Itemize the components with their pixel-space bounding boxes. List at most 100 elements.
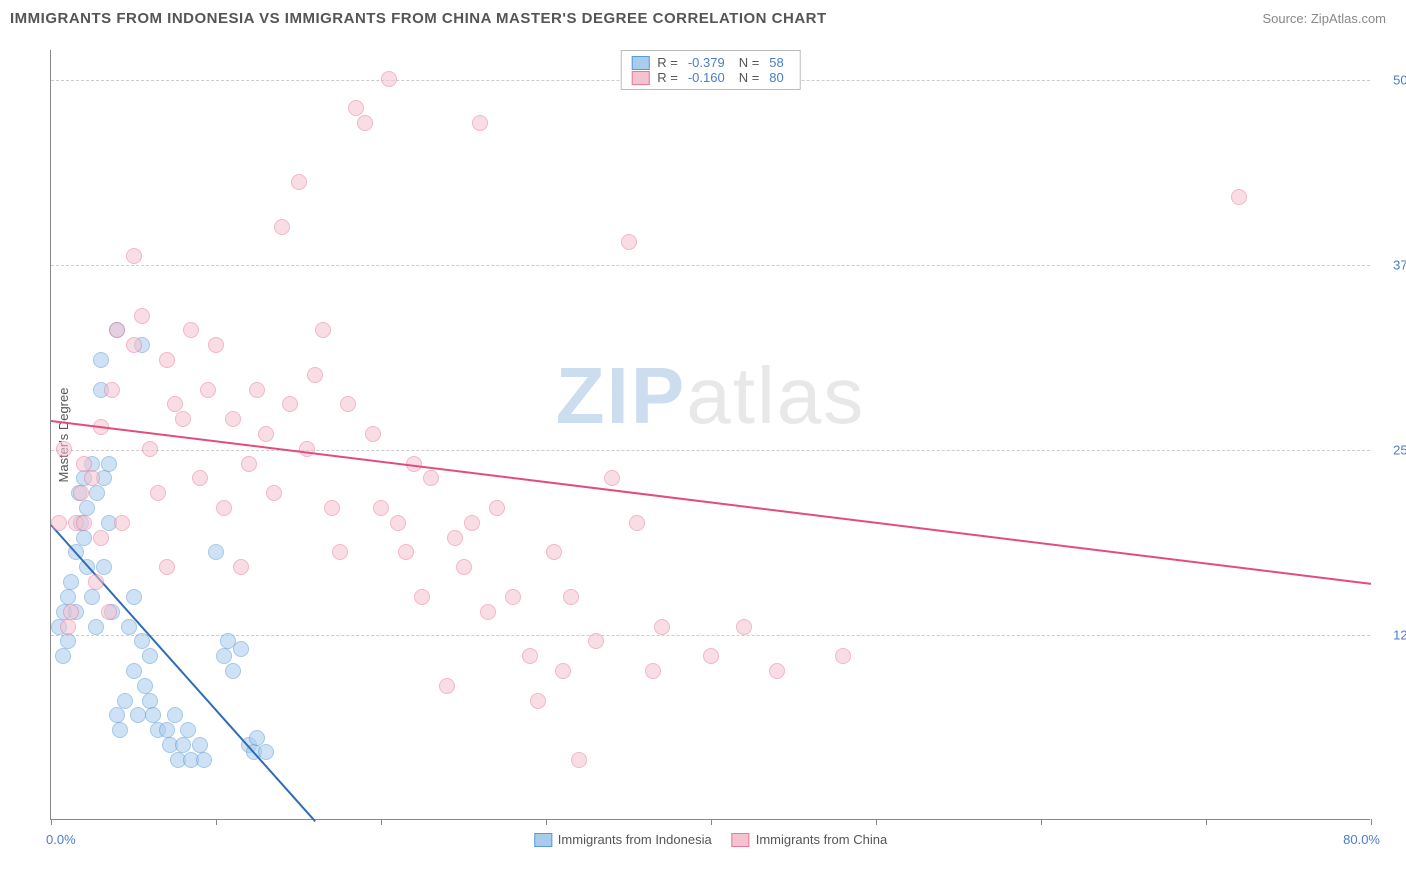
data-point — [84, 589, 100, 605]
data-point — [134, 308, 150, 324]
data-point — [159, 722, 175, 738]
data-point — [104, 382, 120, 398]
x-tick — [1041, 819, 1042, 825]
data-point — [621, 234, 637, 250]
data-point — [63, 574, 79, 590]
legend-r-label: R = — [657, 55, 678, 70]
data-point — [315, 322, 331, 338]
data-point — [357, 115, 373, 131]
chart-plot-area: ZIPatlas R =-0.379N =58R =-0.160N =80 Ma… — [50, 50, 1370, 820]
data-point — [456, 559, 472, 575]
data-point — [489, 500, 505, 516]
legend-n-label: N = — [739, 55, 760, 70]
data-point — [109, 322, 125, 338]
data-point — [126, 248, 142, 264]
data-point — [629, 515, 645, 531]
data-point — [60, 619, 76, 635]
data-point — [266, 485, 282, 501]
data-point — [225, 663, 241, 679]
x-tick — [1371, 819, 1372, 825]
data-point — [167, 707, 183, 723]
data-point — [307, 367, 323, 383]
data-point — [89, 485, 105, 501]
source-label: Source: ZipAtlas.com — [1262, 11, 1386, 26]
data-point — [299, 441, 315, 457]
data-point — [563, 589, 579, 605]
data-point — [381, 71, 397, 87]
legend-n-value: 80 — [769, 70, 783, 85]
data-point — [423, 470, 439, 486]
data-point — [101, 604, 117, 620]
data-point — [225, 411, 241, 427]
gridline — [51, 635, 1370, 636]
data-point — [736, 619, 752, 635]
data-point — [703, 648, 719, 664]
data-point — [241, 456, 257, 472]
data-point — [464, 515, 480, 531]
data-point — [645, 663, 661, 679]
gridline — [51, 265, 1370, 266]
data-point — [159, 559, 175, 575]
legend-series-label: Immigrants from China — [756, 832, 887, 847]
data-point — [145, 707, 161, 723]
data-point — [522, 648, 538, 664]
data-point — [249, 382, 265, 398]
data-point — [130, 707, 146, 723]
data-point — [76, 456, 92, 472]
data-point — [192, 470, 208, 486]
data-point — [588, 633, 604, 649]
data-point — [505, 589, 521, 605]
data-point — [93, 352, 109, 368]
data-point — [73, 485, 89, 501]
data-point — [835, 648, 851, 664]
data-point — [112, 722, 128, 738]
data-point — [233, 559, 249, 575]
data-point — [282, 396, 298, 412]
data-point — [340, 396, 356, 412]
y-axis-label: Master's Degree — [56, 387, 71, 482]
data-point — [63, 604, 79, 620]
legend-swatch — [732, 833, 750, 847]
data-point — [208, 337, 224, 353]
y-tick-label: 50.0% — [1393, 72, 1406, 87]
data-point — [332, 544, 348, 560]
data-point — [1231, 189, 1247, 205]
legend-swatch — [631, 71, 649, 85]
data-point — [114, 515, 130, 531]
x-axis-min-label: 0.0% — [46, 832, 76, 847]
data-point — [150, 485, 166, 501]
x-tick — [51, 819, 52, 825]
data-point — [324, 500, 340, 516]
data-point — [233, 641, 249, 657]
legend-swatch — [534, 833, 552, 847]
data-point — [55, 648, 71, 664]
data-point — [769, 663, 785, 679]
data-point — [604, 470, 620, 486]
data-point — [76, 530, 92, 546]
trend-line — [50, 524, 315, 821]
data-point — [109, 707, 125, 723]
legend-r-value: -0.160 — [688, 70, 725, 85]
data-point — [88, 574, 104, 590]
data-point — [439, 678, 455, 694]
data-point — [216, 500, 232, 516]
data-point — [183, 322, 199, 338]
legend-series-label: Immigrants from Indonesia — [558, 832, 712, 847]
y-tick-label: 25.0% — [1393, 442, 1406, 457]
data-point — [398, 544, 414, 560]
x-tick — [546, 819, 547, 825]
legend-swatch — [631, 56, 649, 70]
data-point — [93, 530, 109, 546]
chart-title: IMMIGRANTS FROM INDONESIA VS IMMIGRANTS … — [10, 10, 827, 27]
data-point — [142, 441, 158, 457]
data-point — [117, 693, 133, 709]
data-point — [530, 693, 546, 709]
data-point — [208, 544, 224, 560]
data-point — [200, 382, 216, 398]
data-point — [126, 663, 142, 679]
legend-r-label: R = — [657, 70, 678, 85]
legend-stat-row: R =-0.160N =80 — [631, 70, 790, 85]
data-point — [134, 633, 150, 649]
watermark: ZIPatlas — [556, 350, 865, 442]
x-tick — [216, 819, 217, 825]
